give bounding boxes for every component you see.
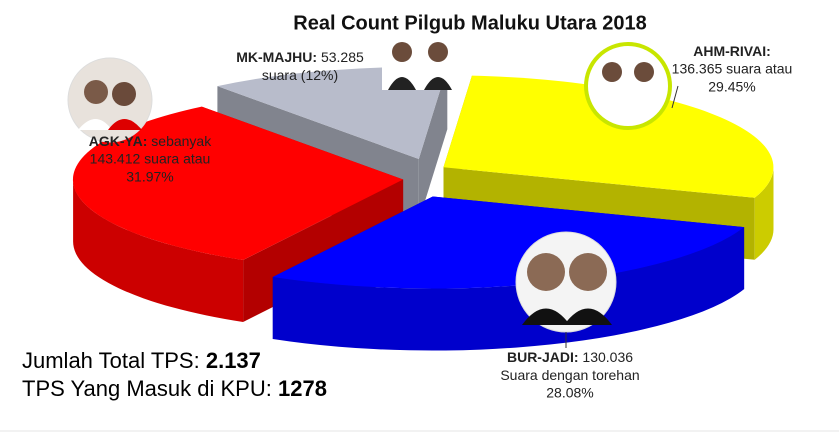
photo-shirt [78, 119, 112, 130]
pie [72, 66, 774, 351]
slice [272, 196, 745, 289]
note-label: Jumlah Total TPS: [22, 348, 200, 373]
slice-label: AHM-RIVAI: 136.365 suara atau 29.45% [672, 43, 793, 95]
chart-title: Real Count Pilgub Maluku Utara 2018 [293, 12, 646, 34]
slice-wall [73, 179, 244, 322]
value-label: 31.97% [126, 169, 173, 185]
photo-face [569, 253, 607, 291]
label-line: MK-MAJHU: 53.285 [236, 49, 364, 65]
photo-shirt [564, 308, 612, 325]
label-text: 130.036 [582, 349, 633, 365]
label-line: BUR-JADI: 130.036 [507, 349, 633, 365]
slice-label: BUR-JADI: 130.036 Suara dengan torehan 28.… [500, 349, 639, 401]
photos [67, 38, 672, 333]
note: TPS Yang Masuk di KPU: 1278 [22, 376, 327, 401]
photo-face [527, 253, 565, 291]
photo-face [602, 62, 622, 82]
photo-shirt [388, 77, 416, 90]
category-name: AHM-RIVAI: [693, 43, 771, 59]
slice-side [418, 67, 448, 221]
label-line: AHM-RIVAI: [693, 43, 771, 59]
slice [72, 106, 404, 260]
slice-wall [754, 167, 774, 260]
label-line: Suara dengan torehan [500, 367, 639, 383]
label-text: suara [262, 67, 297, 83]
note-value: 1278 [278, 376, 327, 401]
photo [584, 42, 672, 130]
slice-wall [272, 227, 745, 351]
category-name: MK-MAJHU: [236, 49, 317, 65]
note: Jumlah Total TPS: 2.137 [22, 348, 261, 373]
value-label: 29.45% [708, 79, 755, 95]
photo-face [392, 42, 412, 62]
slice-label: AGK-YA: sebanyak 143.412 suara atau 31.97% [89, 133, 212, 185]
slice-label: MK-MAJHU: 53.285 suara (12%) [236, 49, 364, 83]
category-name: AGK-YA: [89, 133, 148, 149]
note-value: 2.137 [206, 348, 261, 373]
label-line: 143.412 suara atau [90, 151, 211, 167]
label-line: AGK-YA: sebanyak [89, 133, 212, 149]
photo-face [84, 80, 108, 104]
photo-face [112, 82, 136, 106]
slice [443, 75, 774, 198]
photo-face [634, 62, 654, 82]
label-line: suara (12%) [262, 67, 338, 83]
note-label: TPS Yang Masuk di KPU: [22, 376, 272, 401]
category-name: BUR-JADI: [507, 349, 579, 365]
photo-shirt [108, 119, 142, 130]
photo-shirt [522, 308, 570, 325]
leader-line [671, 85, 679, 109]
value-label: (12%) [301, 67, 338, 83]
photo-face [428, 42, 448, 62]
label-line: 136.365 suara atau [672, 61, 793, 77]
label-text: Suara dengan torehan [500, 367, 639, 383]
photo-shirt [424, 77, 452, 90]
value-label: 28.08% [546, 385, 593, 401]
label-text: sebanyak [151, 133, 212, 149]
label-text: 53.285 [321, 49, 364, 65]
